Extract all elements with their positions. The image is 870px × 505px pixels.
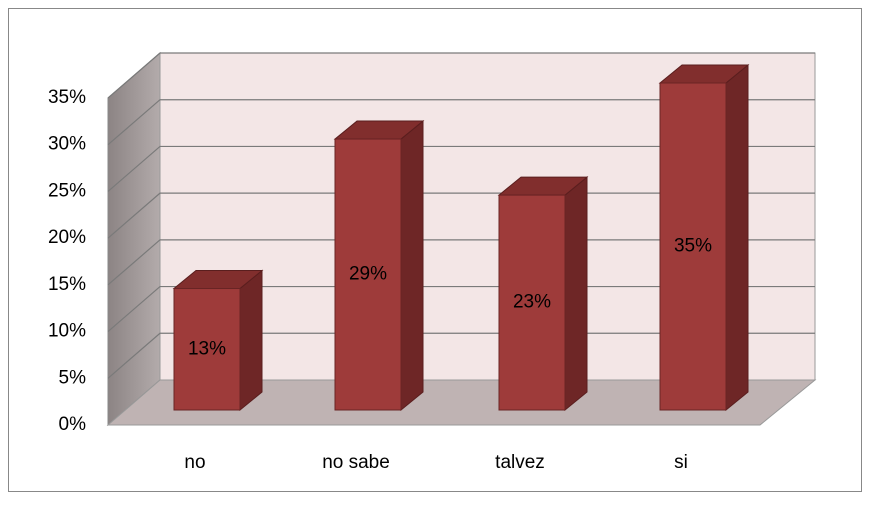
plot: 0% 5% 10% 15% 20% 25% 30% 35% no 13% no sabe 29% tal… [48,52,815,473]
y-tick-label: 15% [48,274,86,295]
grid-line [107,192,815,239]
data-label: 23% [513,292,551,313]
grid-line [107,99,815,146]
x-tick-label: talvez [495,452,545,473]
x-tick-label: si [674,452,688,473]
y-tick-label: 25% [48,180,86,201]
bar-side [725,63,749,412]
y-tick-label: 10% [48,321,86,342]
floor [106,379,817,426]
grid-line [107,239,815,286]
y-tick-label: 5% [59,367,87,388]
x-tick-label: no sabe [322,452,390,473]
data-label: 29% [349,264,387,285]
bar [173,288,241,411]
bar [498,194,566,411]
bar [659,82,727,411]
bar-side [564,176,588,412]
grid-line [107,332,815,379]
y-tick-label: 35% [48,87,86,108]
bar-side [239,269,263,412]
bar [334,138,402,411]
bar-side [400,120,424,412]
x-tick-label: no [184,452,205,473]
y-tick-label: 0% [59,414,87,435]
grid-line [107,285,815,333]
grid-line [107,52,815,99]
y-tick-label: 20% [48,227,86,248]
y-tick-label: 30% [48,134,86,155]
data-label: 35% [674,236,712,257]
side-wall [107,51,161,427]
grid-line [107,145,815,192]
data-label: 13% [188,338,226,359]
